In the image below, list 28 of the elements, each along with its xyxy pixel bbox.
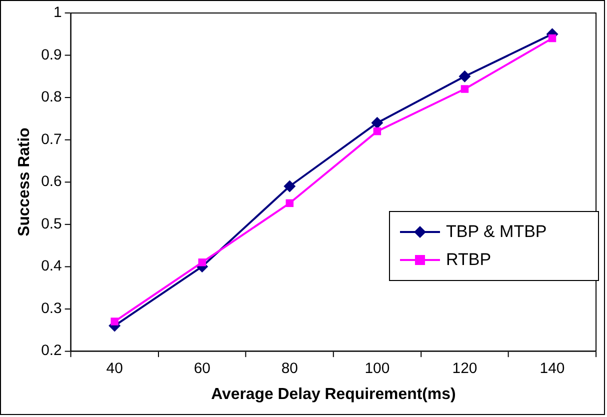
- point: [548, 34, 556, 42]
- point: [458, 70, 471, 82]
- y-tick-label: 0.3: [41, 300, 62, 317]
- legend-label: TBP & MTBP: [446, 221, 547, 243]
- point: [198, 258, 206, 266]
- x-tick-label: 140: [540, 360, 565, 378]
- point: [110, 318, 118, 326]
- x-axis-title: Average Delay Requirement(ms): [211, 386, 456, 403]
- y-tick-label: 0.6: [41, 173, 62, 190]
- y-tick-label: 0.9: [41, 46, 62, 64]
- point: [371, 116, 384, 129]
- y-tick-label: 1: [54, 4, 62, 22]
- x-tick-label: 40: [106, 360, 123, 378]
- y-tick-label: 0.4: [41, 258, 62, 275]
- point: [286, 199, 294, 208]
- point: [284, 180, 296, 192]
- x-tick-label: 100: [364, 360, 390, 378]
- y-tick-label: 0.5: [41, 215, 62, 232]
- x-tick-label: 60: [194, 360, 210, 378]
- y-tick-label: 0.2: [41, 342, 62, 360]
- y-tick-label: 0.7: [41, 130, 62, 148]
- legend-label: RTBP: [446, 249, 492, 271]
- point: [460, 85, 469, 93]
- y-tick-label: 0.8: [41, 88, 62, 106]
- point: [373, 127, 382, 136]
- x-tick-label: 80: [281, 360, 298, 378]
- x-tick-label: 120: [452, 360, 478, 378]
- y-axis-title: Success Ratio: [16, 127, 33, 236]
